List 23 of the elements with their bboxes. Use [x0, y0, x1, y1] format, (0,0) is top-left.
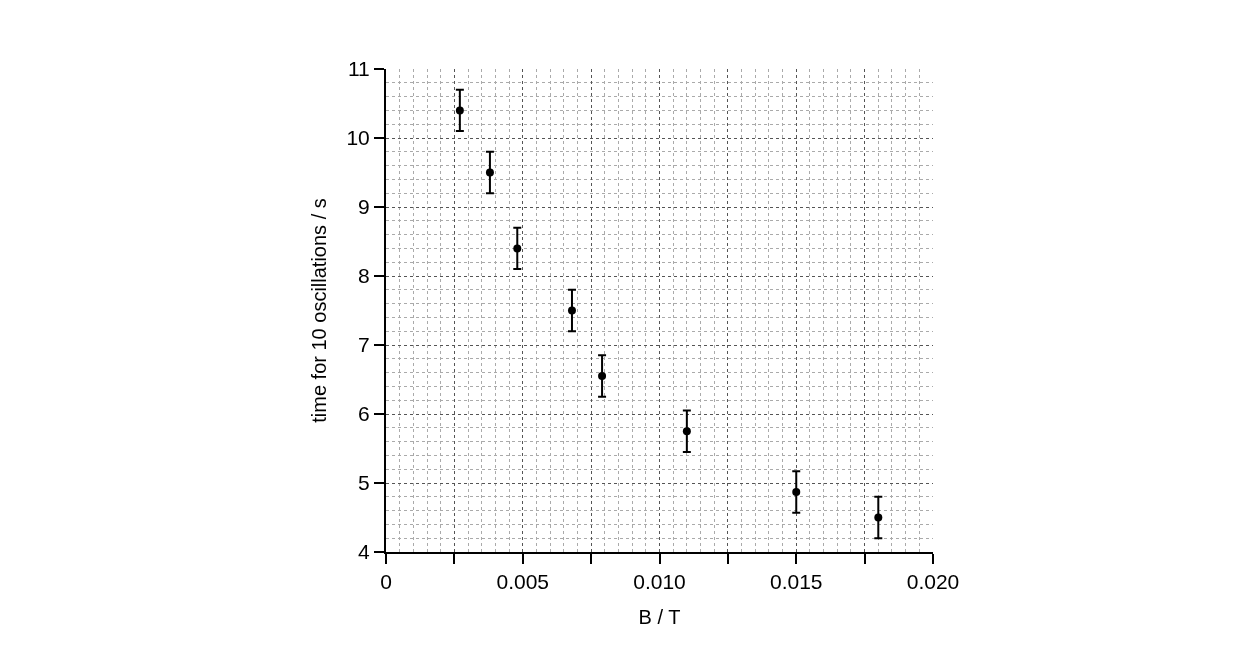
y-tick-label: 6 [358, 402, 370, 426]
point [598, 372, 607, 381]
y-tick-label: 8 [358, 264, 370, 288]
point [874, 513, 883, 522]
point [485, 168, 494, 177]
point [682, 427, 691, 436]
x-tick-label: 0.005 [496, 570, 550, 594]
y-tick-label: 5 [358, 471, 370, 495]
point [567, 306, 576, 315]
point [455, 106, 464, 115]
y-tick-label: 9 [358, 195, 370, 219]
y-tick-label: 11 [347, 57, 370, 81]
y-axis-title: time for 10 oscillations / s [308, 198, 331, 423]
x-axis-title: B / T [638, 606, 681, 629]
point [792, 487, 801, 496]
y-tick-label: 4 [358, 540, 371, 564]
y-tick-label: 10 [346, 126, 370, 150]
point [513, 244, 522, 253]
x-tick-label: 0.020 [906, 570, 960, 594]
x-tick-label: 0.015 [769, 570, 823, 594]
y-tick-label: 7 [358, 333, 370, 357]
x-tick-label: 0 [380, 570, 392, 594]
x-tick-label: 0.010 [633, 570, 686, 594]
